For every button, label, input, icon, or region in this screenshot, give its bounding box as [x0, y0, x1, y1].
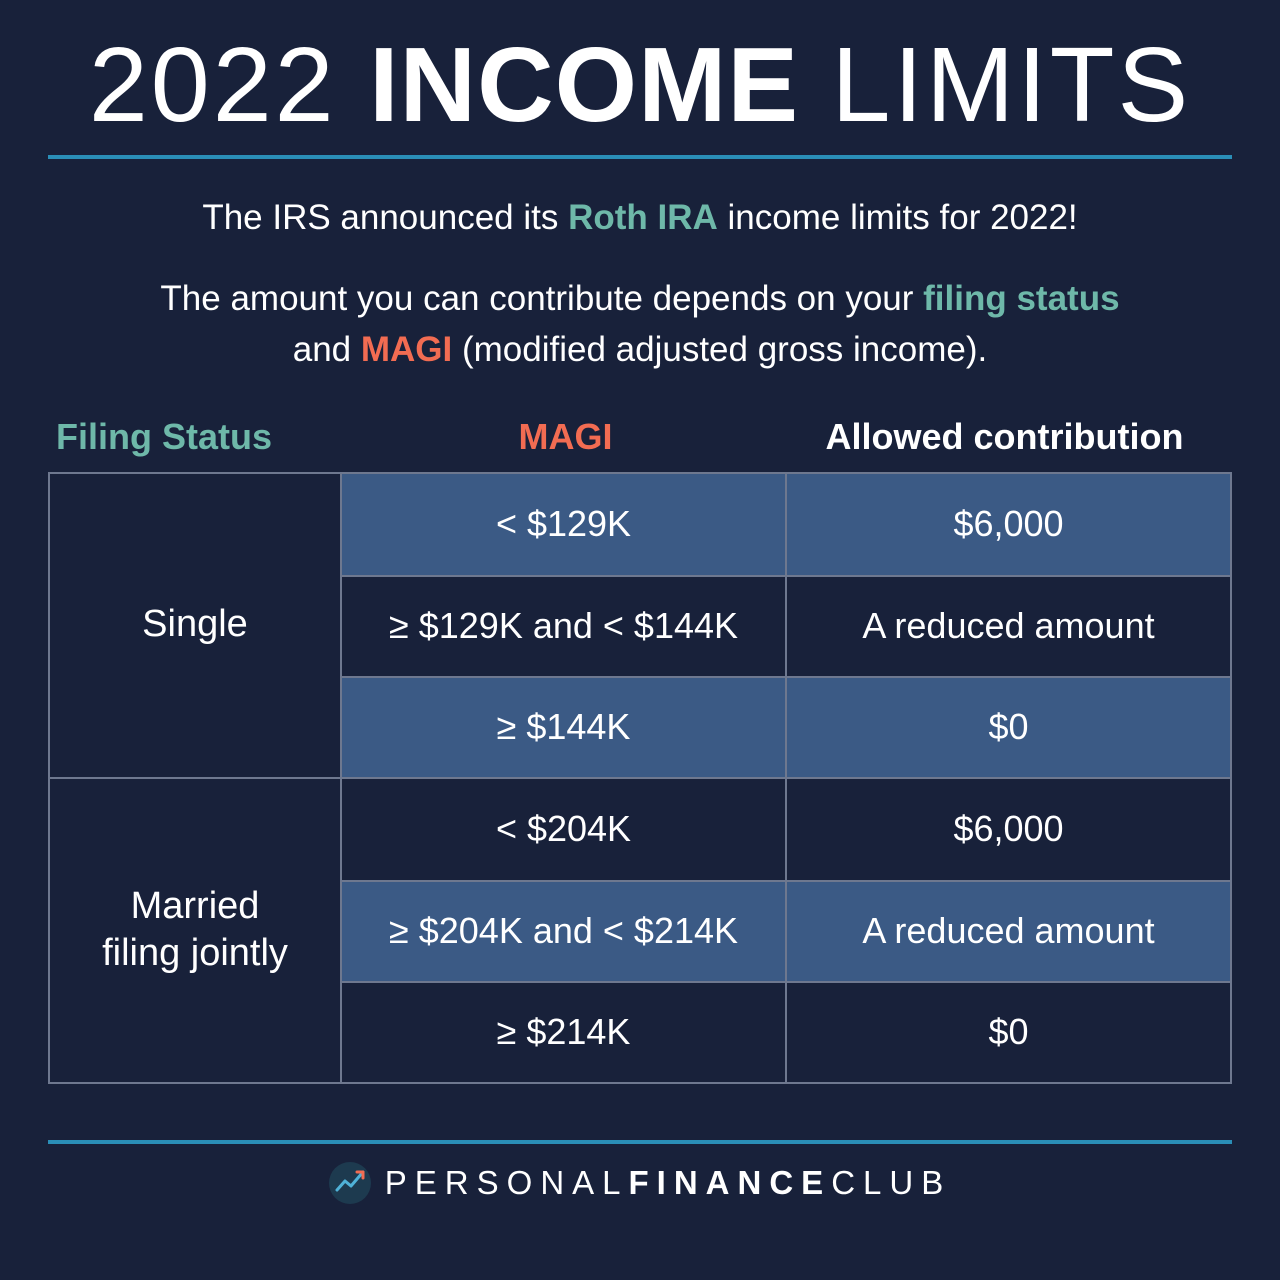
subtitle-1: The IRS announced its Roth IRA income li… [48, 193, 1232, 244]
table-row: ≥ $204K and < $214KA reduced amount [340, 880, 1230, 981]
logo-icon [329, 1162, 371, 1204]
title-rest: LIMITS [832, 26, 1192, 144]
table-row: ≥ $144K$0 [340, 676, 1230, 777]
title-bold: INCOME [369, 26, 799, 144]
subtitle-2: The amount you can contribute depends on… [48, 274, 1232, 376]
magi-cell: ≥ $144K [340, 678, 785, 777]
page-title: 2022 INCOME LIMITS [48, 30, 1232, 141]
table-rows: < $204K$6,000≥ $204K and < $214KA reduce… [340, 779, 1230, 1082]
subtitle2-l2-em: MAGI [361, 330, 452, 369]
magi-cell: < $204K [340, 779, 785, 880]
magi-cell: < $129K [340, 474, 785, 575]
allowed-cell: A reduced amount [785, 882, 1230, 981]
subtitle2-l2-pre: and [293, 330, 361, 369]
allowed-cell: $6,000 [785, 779, 1230, 880]
table-headers: Filing Status MAGI Allowed contribution [48, 416, 1232, 458]
allowed-cell: $0 [785, 983, 1230, 1082]
footer-bold: FINANCE [629, 1164, 832, 1201]
footer-brand: PERSONALFINANCECLUB [385, 1164, 951, 1202]
table-row: ≥ $214K$0 [340, 981, 1230, 1082]
allowed-cell: $6,000 [785, 474, 1230, 575]
table-group: Single< $129K$6,000≥ $129K and < $144KA … [50, 474, 1230, 777]
footer-pre: PERSONAL [385, 1164, 629, 1201]
table-group: Marriedfiling jointly< $204K$6,000≥ $204… [50, 777, 1230, 1082]
title-underline [48, 155, 1232, 159]
subtitle1-em: Roth IRA [568, 198, 718, 237]
subtitle2-l1-em: filing status [923, 279, 1119, 318]
status-cell: Single [50, 474, 340, 777]
magi-cell: ≥ $204K and < $214K [340, 882, 785, 981]
subtitle1-post: income limits for 2022! [718, 198, 1078, 237]
footer: PERSONALFINANCECLUB [48, 1162, 1232, 1204]
th-allowed: Allowed contribution [785, 416, 1224, 458]
subtitle1-pre: The IRS announced its [202, 198, 568, 237]
magi-cell: ≥ $129K and < $144K [340, 577, 785, 676]
table-row: < $129K$6,000 [340, 474, 1230, 575]
th-filing-status: Filing Status [56, 416, 346, 458]
subtitle2-l2-post: (modified adjusted gross income). [452, 330, 987, 369]
table-row: ≥ $129K and < $144KA reduced amount [340, 575, 1230, 676]
magi-cell: ≥ $214K [340, 983, 785, 1082]
allowed-cell: $0 [785, 678, 1230, 777]
footer-rule [48, 1140, 1232, 1144]
title-year: 2022 [89, 26, 337, 144]
subtitle2-l1-pre: The amount you can contribute depends on… [160, 279, 923, 318]
table-rows: < $129K$6,000≥ $129K and < $144KA reduce… [340, 474, 1230, 777]
table-row: < $204K$6,000 [340, 779, 1230, 880]
allowed-cell: A reduced amount [785, 577, 1230, 676]
th-magi: MAGI [346, 416, 785, 458]
income-table: Single< $129K$6,000≥ $129K and < $144KA … [48, 472, 1232, 1084]
footer-post: CLUB [831, 1164, 951, 1201]
logo-line [337, 1172, 363, 1190]
status-cell: Marriedfiling jointly [50, 779, 340, 1082]
